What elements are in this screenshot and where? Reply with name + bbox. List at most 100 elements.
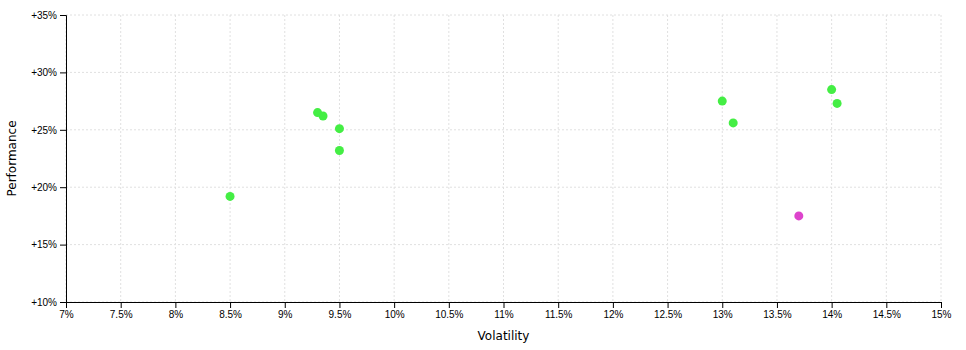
tick-mark (285, 302, 286, 308)
tick: 13% (713, 302, 733, 320)
tick-label: 11% (494, 309, 513, 320)
tick-label: +15% (31, 239, 57, 250)
point (729, 118, 738, 127)
tick-mark (777, 302, 778, 308)
tick: 12% (603, 302, 623, 320)
tick-mark (60, 130, 66, 131)
tick-mark (230, 302, 231, 308)
grid-line-x (175, 15, 176, 302)
tick-mark (60, 15, 66, 16)
tick-label: 14.5% (873, 309, 901, 320)
tick-label: 12% (603, 309, 623, 320)
tick-mark (722, 302, 723, 308)
series (794, 211, 803, 220)
point (335, 146, 344, 155)
tick-label: 15% (931, 309, 951, 320)
y-axis: +10% +15% +20% +25% +30% +35% (31, 10, 66, 308)
tick-mark (504, 302, 505, 308)
tick-mark (886, 302, 887, 308)
series (226, 85, 842, 201)
grid-line-y (66, 72, 941, 73)
tick-label: 9.5% (329, 309, 352, 320)
grid-line-y (66, 15, 941, 16)
point (794, 211, 803, 220)
grid-line-y (66, 244, 941, 245)
points (226, 85, 842, 220)
tick-mark (339, 302, 340, 308)
grid-line-x (941, 15, 942, 302)
grid-line-y (66, 187, 941, 188)
x-axis: 7% 7.5% 8% 8.5% 9% 9.5% 10% 10.5% 11% 11.5% 12% 12.… (59, 302, 951, 320)
tick-mark (558, 302, 559, 308)
tick: 8.5% (219, 302, 242, 320)
grid (66, 15, 941, 302)
tick: 8% (169, 302, 184, 320)
tick-mark (60, 187, 66, 188)
tick: +30% (31, 67, 66, 78)
tick-mark (175, 302, 176, 308)
tick-mark (60, 245, 66, 246)
tick-label: 8.5% (219, 309, 242, 320)
tick: +35% (31, 10, 66, 21)
grid-line-x (776, 15, 777, 302)
grid-line-x (120, 15, 121, 302)
tick-label: 11.5% (545, 309, 573, 320)
tick: 11.5% (545, 302, 573, 320)
tick: 9.5% (329, 302, 352, 320)
grid-line-x (612, 15, 613, 302)
chart: 7% 7.5% 8% 8.5% 9% 9.5% 10% 10.5% 11% 11.5% 12% 12.… (0, 0, 966, 350)
tick-label: +30% (31, 67, 57, 78)
tick: 10.5% (435, 302, 463, 320)
point (319, 112, 328, 121)
tick-label: +20% (31, 182, 57, 193)
tick-label: 7.5% (110, 309, 133, 320)
tick: 12.5% (654, 302, 682, 320)
tick-label: 10.5% (435, 309, 463, 320)
point (226, 192, 235, 201)
tick-label: 8% (169, 309, 184, 320)
tick: 15% (931, 302, 951, 320)
tick: 7% (59, 302, 74, 320)
point (718, 97, 727, 106)
grid-line-x (394, 15, 395, 302)
tick-mark (394, 302, 395, 308)
tick: 13.5% (763, 302, 791, 320)
grid-line-y (66, 129, 941, 130)
point (827, 85, 836, 94)
tick-label: 13.5% (763, 309, 791, 320)
grid-line-x (831, 15, 832, 302)
tick: 7.5% (110, 302, 133, 320)
grid-line-x (339, 15, 340, 302)
grid-line-x (558, 15, 559, 302)
tick-label: 13% (713, 309, 733, 320)
tick: +20% (31, 182, 66, 193)
tick-mark (60, 302, 66, 303)
tick-label: +25% (31, 125, 57, 136)
tick: 14% (822, 302, 842, 320)
tick-mark (832, 302, 833, 308)
y-axis-title: Performance (5, 120, 19, 196)
point (335, 124, 344, 133)
tick-mark (668, 302, 669, 308)
tick-mark (941, 302, 942, 308)
tick: +15% (31, 239, 66, 250)
grid-line-x (230, 15, 231, 302)
tick: 11% (494, 302, 513, 320)
tick-label: +10% (31, 297, 57, 308)
tick: 9% (278, 302, 293, 320)
tick-label: 10% (385, 309, 405, 320)
tick: +10% (31, 297, 66, 308)
tick-label: 7% (59, 309, 74, 320)
grid-line-x (886, 15, 887, 302)
tick: 14.5% (873, 302, 901, 320)
plot: 7% 7.5% 8% 8.5% 9% 9.5% 10% 10.5% 11% 11.5% 12% 12.… (31, 10, 951, 320)
tick-mark (121, 302, 122, 308)
point (833, 99, 842, 108)
tick-mark (613, 302, 614, 308)
tick: +25% (31, 125, 66, 136)
tick-label: 12.5% (654, 309, 682, 320)
grid-line-x (722, 15, 723, 302)
tick-mark (60, 72, 66, 73)
tick-label: 9% (278, 309, 293, 320)
tick: 10% (385, 302, 405, 320)
